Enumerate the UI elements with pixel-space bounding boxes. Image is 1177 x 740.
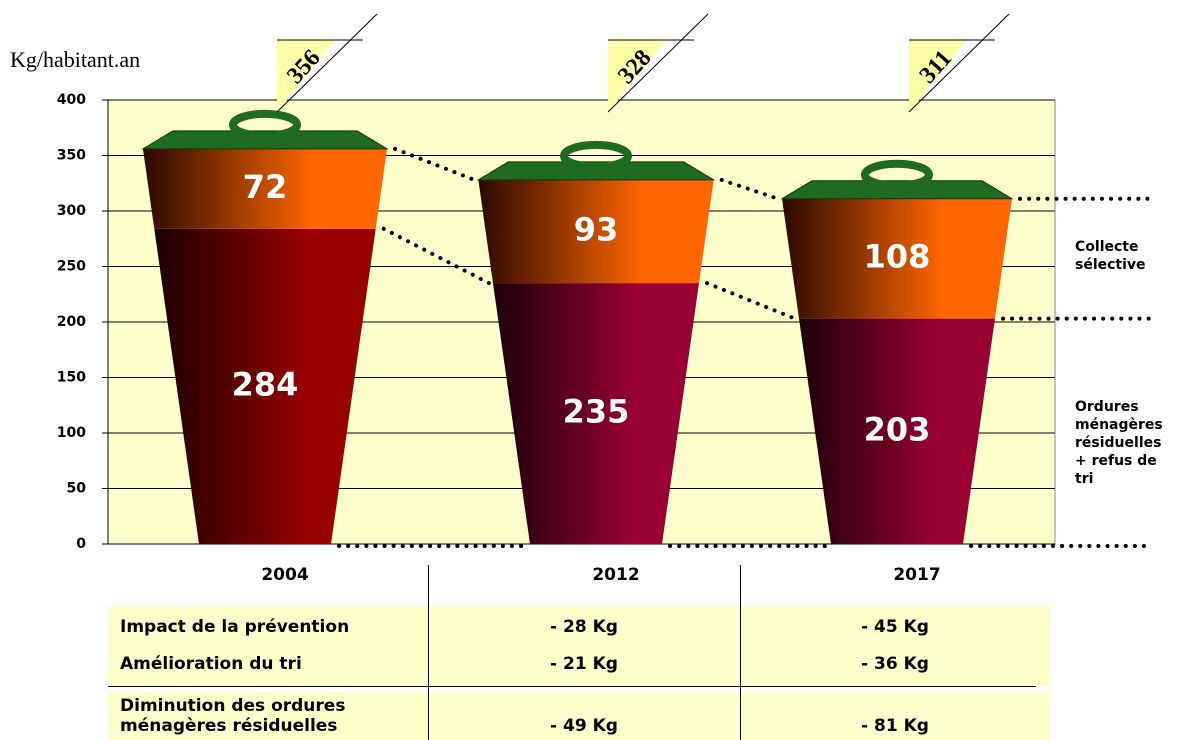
- x-tick-label: 2012: [592, 565, 639, 585]
- x-tick-label: 2004: [261, 565, 308, 585]
- value-label: 235: [563, 393, 630, 431]
- column-rule: [428, 565, 429, 740]
- value-label: 203: [864, 410, 931, 448]
- y-tick-label: 300: [57, 203, 86, 219]
- y-tick-label: 250: [57, 259, 86, 275]
- y-tick-label: 50: [67, 481, 87, 497]
- table-cell: - 81 Kg: [740, 692, 1050, 740]
- legend-entry: Ordures ménagères résiduelles + refus de…: [1075, 398, 1175, 488]
- table-cell: - 36 Kg: [740, 646, 1050, 682]
- table-cell: Amélioration du tri: [120, 646, 428, 682]
- value-label: 284: [232, 365, 299, 403]
- table-cell: - 21 Kg: [428, 646, 740, 682]
- table-cell: - 45 Kg: [740, 608, 1050, 646]
- y-tick-label: 100: [57, 425, 86, 441]
- table-cell: - 28 Kg: [428, 608, 740, 646]
- y-axis-label: Kg/habitant.an: [10, 47, 140, 72]
- y-tick-label: 200: [57, 314, 86, 330]
- table-cell: - 49 Kg: [428, 692, 740, 740]
- legend-entry: Collecte sélective: [1075, 238, 1175, 274]
- value-label: 72: [243, 168, 288, 206]
- y-tick-label: 350: [57, 148, 86, 164]
- table-cell: Diminution des ordures ménagères résidue…: [120, 692, 428, 740]
- y-tick-label: 150: [57, 370, 86, 386]
- table-cell: Impact de la prévention: [120, 608, 428, 646]
- value-label: 108: [864, 238, 931, 276]
- x-tick-label: 2017: [893, 565, 940, 585]
- y-tick-label: 0: [76, 536, 86, 552]
- y-tick-label: 400: [57, 92, 86, 108]
- value-label: 93: [574, 211, 619, 249]
- page: Kg/habitant.an 0 50 100 150 200 250 300 350 400 2…: [0, 0, 1177, 740]
- column-rule: [740, 565, 741, 740]
- row-rule: [108, 686, 1036, 687]
